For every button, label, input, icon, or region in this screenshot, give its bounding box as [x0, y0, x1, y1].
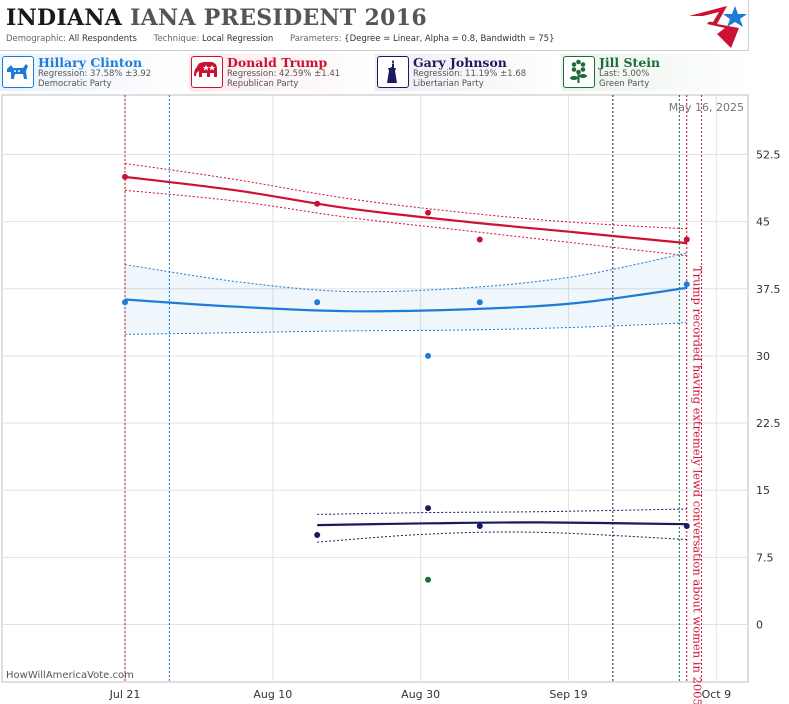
clinton-poll-point: [425, 352, 432, 359]
candidate-card-trump[interactable]: Donald Trump Regression: 42.59% ±1.41 Re…: [189, 54, 372, 91]
parameters-value: {Degree = Linear, Alpha = 0.8, Bandwidth…: [344, 34, 555, 44]
candidate-legend: Hillary Clinton Regression: 37.58% ±3.92…: [0, 54, 789, 92]
clinton-poll-point: [683, 281, 690, 288]
site-credit: HowWillAmericaVote.com: [6, 670, 134, 681]
clinton-poll-point: [476, 299, 483, 306]
x-tick-label: Sep 19: [549, 688, 587, 701]
johnson-poll-point: [476, 523, 483, 530]
title-state: INDIANA: [6, 5, 123, 31]
y-tick-label: 37.5: [756, 283, 781, 296]
donkey-icon: [2, 56, 34, 88]
demographic-label: Demographic:: [6, 34, 67, 44]
candidate-party: Libertarian Party: [413, 79, 484, 89]
johnson-lower-bound-line: [317, 531, 687, 543]
candidate-stat: Regression: 42.59% ±1.41: [227, 69, 341, 79]
trump-poll-point: [314, 200, 321, 207]
header-frame: [0, 0, 749, 51]
parameters-label: Parameters:: [289, 34, 342, 44]
trump-upper-bound-line: [124, 163, 687, 230]
candidate-name: Gary Johnson: [413, 55, 507, 70]
candidate-card-clinton[interactable]: Hillary Clinton Regression: 37.58% ±3.92…: [0, 54, 186, 91]
page-title: INDIANA IANA PRESIDENT 2016: [6, 5, 427, 31]
x-tick-label: Oct 9: [702, 688, 732, 701]
technique-label: Technique:: [153, 34, 200, 44]
candidate-party: Republican Party: [227, 79, 299, 89]
trump-poll-point: [425, 209, 432, 216]
trump-poll-point: [122, 173, 128, 180]
event-annotation: Trump recorded having extremely lewd con…: [691, 266, 705, 704]
plot-area: [1, 94, 749, 683]
candidate-party: Democratic Party: [38, 79, 112, 89]
clinton-trend-line: [124, 286, 687, 313]
johnson-upper-bound-line: [317, 508, 687, 515]
poll-chart: 52.5 45 37.5 30 22.5 15 7.5 0 Jul 21 Aug 10 Aug 30…: [0, 94, 789, 704]
liberty-torch-icon: [377, 56, 409, 88]
candidate-name: Donald Trump: [227, 55, 328, 70]
candidate-stat: Regression: 11.19% ±1.68: [413, 69, 527, 79]
trump-trend-line: [124, 175, 687, 245]
site-logo: [689, 6, 747, 48]
x-tick-label: Aug 10: [253, 688, 292, 701]
y-tick-label: 22.5: [756, 417, 781, 430]
title-race: IANA PRESIDENT 2016: [130, 5, 427, 31]
clinton-confidence-band: [125, 253, 687, 335]
y-tick-label: 7.5: [756, 551, 774, 564]
x-tick-label: Jul 21: [109, 688, 141, 701]
y-tick-label: 30: [756, 350, 770, 363]
current-date-label: May 16, 2025: [669, 101, 744, 114]
sunflower-icon: [563, 56, 595, 88]
johnson-trend-line: [317, 521, 687, 527]
x-tick-label: Aug 30: [401, 688, 440, 701]
candidate-party: Green Party: [599, 79, 650, 89]
y-tick-label: 0: [756, 619, 763, 632]
y-tick-label: 45: [756, 216, 770, 229]
trump-poll-point: [476, 236, 483, 243]
johnson-poll-point: [683, 523, 690, 530]
candidate-stat: Regression: 37.58% ±3.92: [38, 69, 152, 79]
technique-value: Local Regression: [202, 34, 274, 44]
header: INDIANA IANA PRESIDENT 2016 Demographic:…: [0, 0, 789, 52]
parameters-line: Demographic: All Respondents Technique: …: [6, 34, 554, 44]
clinton-poll-point: [122, 299, 128, 306]
clinton-poll-point: [314, 299, 321, 306]
johnson-poll-point: [314, 531, 321, 538]
candidate-card-johnson[interactable]: Gary Johnson Regression: 11.19% ±1.68 Li…: [375, 54, 558, 91]
candidate-stat: Last: 5.00%: [599, 69, 650, 79]
candidate-name: Jill Stein: [599, 55, 661, 70]
candidate-name: Hillary Clinton: [38, 55, 143, 70]
demographic-value: All Respondents: [68, 34, 137, 44]
candidate-card-stein[interactable]: Jill Stein Last: 5.00% Green Party: [561, 54, 749, 91]
trump-poll-point: [683, 236, 690, 243]
johnson-poll-point: [425, 505, 432, 512]
y-tick-label: 52.5: [756, 149, 781, 162]
elephant-icon: [191, 56, 223, 88]
poll-chart-svg: 52.5 45 37.5 30 22.5 15 7.5 0 Jul 21 Aug 10 Aug 30…: [1, 94, 781, 704]
clinton-lower-bound-line: [124, 322, 687, 335]
stein-poll-point: [425, 576, 432, 583]
y-tick-label: 15: [756, 484, 770, 497]
